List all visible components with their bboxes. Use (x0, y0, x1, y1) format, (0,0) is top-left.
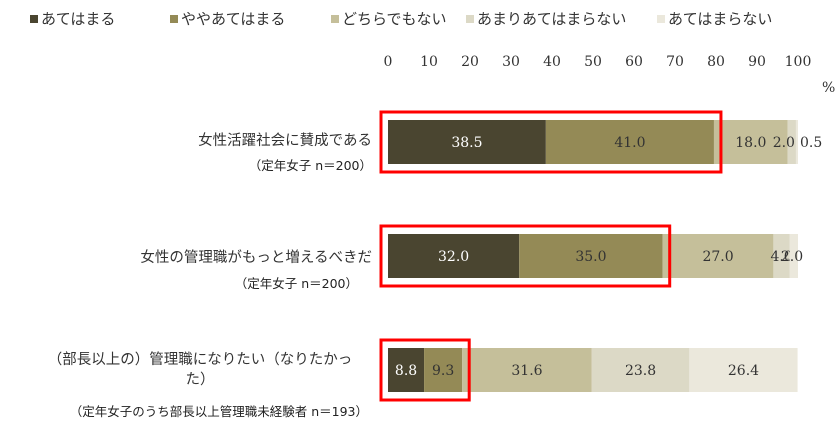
data-label: 26.4 (728, 363, 759, 379)
bar-segment (662, 234, 774, 278)
category-label: 女性の管理職がもっと増えるべきだ (140, 248, 372, 266)
bar-segment (462, 348, 592, 392)
x-tick-label: 30 (502, 54, 520, 70)
bar-segment (388, 120, 546, 164)
legend-swatch (331, 15, 339, 23)
bar-segment (773, 234, 790, 278)
data-label: 8.8 (395, 363, 417, 379)
category-label-line: （部長以上の）管理職になりたい（なりたかっ (48, 351, 353, 368)
x-tick-label: 0 (384, 54, 393, 70)
bar-segment (689, 348, 798, 392)
data-label: 0.5 (800, 135, 822, 151)
data-label: 35.0 (575, 249, 606, 265)
bar-segment (388, 234, 520, 278)
highlight-boxes (379, 110, 723, 402)
data-label: 32.0 (438, 249, 469, 265)
category-sublabel: （定年女子 n＝200） (249, 158, 372, 173)
x-tick-label: 90 (748, 54, 766, 70)
bar-segment (787, 120, 796, 164)
bar-segment (519, 234, 663, 278)
legend-swatch (466, 15, 474, 23)
x-tick-label: 70 (666, 54, 684, 70)
category-labels: 女性活躍社会に賛成である （定年女子 n＝200） 女性の管理職がもっと増えるべきだ… (48, 131, 372, 419)
data-label: 4.0 (770, 249, 792, 265)
legend-label: ややあてはまる (181, 10, 285, 28)
x-tick-label: 80 (707, 54, 725, 70)
bars: 38.5 41.0 18.0 2.0 0.532.0 35.0 27.0 4.02.08.8 9… (388, 120, 822, 392)
data-label: 18.0 (735, 135, 766, 151)
x-tick-label: 10 (420, 54, 438, 70)
category-sublabel: （定年女子のうち部長以上管理職未経験者 n＝193） (70, 404, 368, 419)
x-tick-label: 100 (785, 54, 812, 70)
legend-swatch (30, 15, 38, 23)
legend-label: あまりあてはまらない (477, 10, 626, 28)
bar-segment (388, 348, 425, 392)
category-label: （部長以上の）管理職になりたい（なりたかった） (48, 351, 353, 388)
data-label: 2.0 (781, 249, 803, 265)
highlight-box (379, 338, 471, 402)
legend-swatch (170, 15, 178, 23)
bar-segment (545, 120, 714, 164)
legend-label: あてはまる (41, 10, 115, 28)
legend-label: どちらでもない (342, 10, 447, 28)
x-tick-label: 40 (543, 54, 561, 70)
category-sublabel: （定年女子 n＝200） (235, 276, 358, 291)
category-label-line: た） (186, 371, 215, 388)
bar-segment (713, 120, 788, 164)
legend-label: あてはまらない (668, 10, 772, 28)
x-tick-label: 60 (625, 54, 643, 70)
data-label: 38.5 (451, 135, 482, 151)
data-label: 23.8 (625, 363, 656, 379)
data-label: 41.0 (614, 135, 645, 151)
highlight-box (379, 224, 672, 288)
highlight-box (379, 110, 723, 174)
bar-segment (789, 234, 798, 278)
legend-swatch (657, 15, 665, 23)
category-label: 女性活躍社会に賛成である (198, 131, 372, 149)
x-tick-label: 50 (584, 54, 602, 70)
data-label: 2.0 (773, 135, 795, 151)
unit-label: % (822, 80, 835, 96)
legend: あてはまる ややあてはまる どちらでもない あまりあてはまらない あてはまらない (30, 10, 772, 28)
x-tick-label: 20 (461, 54, 479, 70)
data-label: 27.0 (702, 249, 733, 265)
bar-segment (424, 348, 463, 392)
data-label: 31.6 (511, 363, 542, 379)
bar-segment (795, 120, 798, 164)
x-axis: 0 10 20 30 40 50 60 70 80 90 100% (384, 54, 836, 96)
data-label: 9.3 (432, 363, 454, 379)
bar-segment (591, 348, 690, 392)
